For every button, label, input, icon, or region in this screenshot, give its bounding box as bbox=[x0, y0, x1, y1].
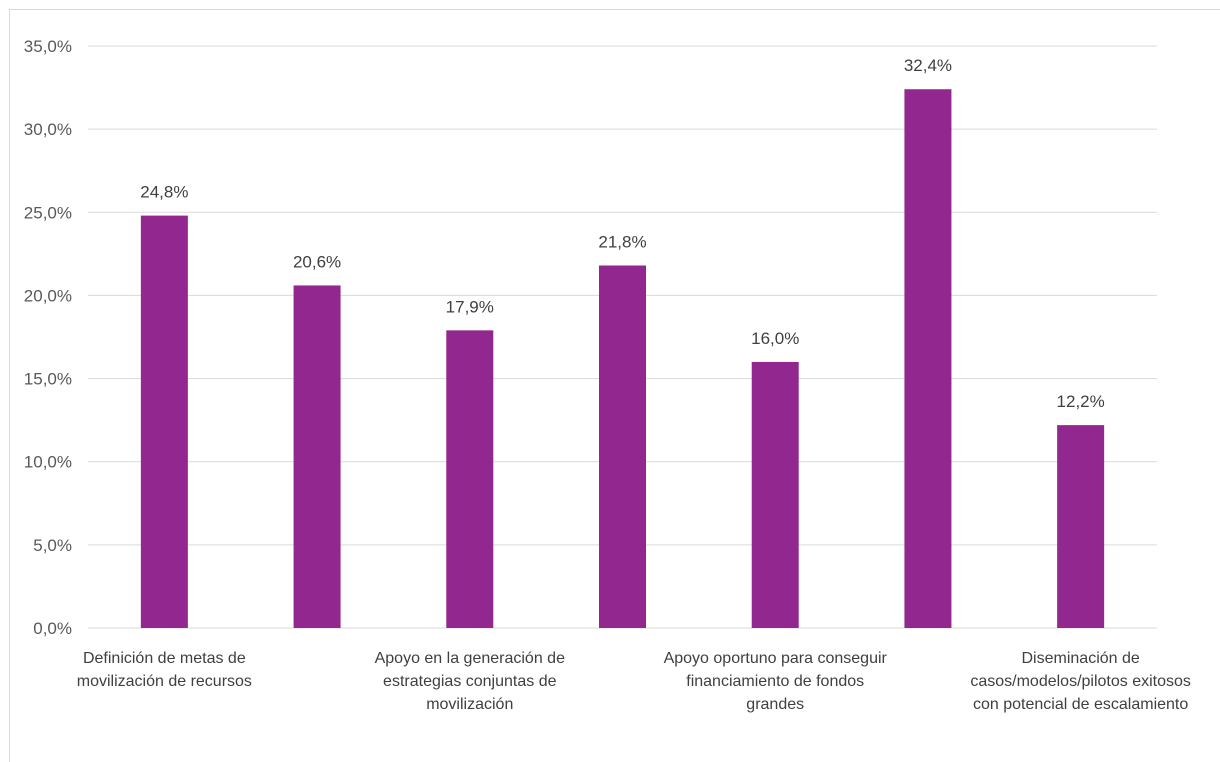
category-label: movilización de recursos bbox=[77, 673, 252, 690]
category-label: movilización bbox=[426, 696, 513, 713]
category-label: Diseminación de bbox=[1022, 650, 1140, 667]
y-tick-label: 5,0% bbox=[33, 536, 72, 555]
data-label: 17,9% bbox=[446, 297, 494, 316]
data-label: 21,8% bbox=[598, 232, 646, 251]
y-tick-label: 35,0% bbox=[24, 37, 72, 56]
bar bbox=[1057, 425, 1105, 628]
bar bbox=[293, 285, 341, 628]
data-label: 32,4% bbox=[904, 56, 952, 75]
y-tick-label: 25,0% bbox=[24, 203, 72, 222]
bar bbox=[751, 361, 799, 628]
category-label: casos/modelos/pilotos exitosos bbox=[970, 673, 1191, 690]
y-axis-tick-labels: 0,0% 5,0% 10,0% 15,0% 20,0% 25,0% 30,0% 35,0% bbox=[24, 37, 72, 638]
category-label: financiamiento de fondos bbox=[686, 673, 864, 690]
y-tick-label: 30,0% bbox=[24, 120, 72, 139]
y-tick-label: 10,0% bbox=[24, 453, 72, 472]
category-label: con potencial de escalamiento bbox=[973, 696, 1188, 713]
data-labels: 24,8% 20,6% 17,9% 21,8% 16,0% 32,4% 12,2% bbox=[140, 56, 1104, 411]
bar bbox=[599, 265, 646, 628]
data-label: 12,2% bbox=[1057, 392, 1105, 411]
data-label: 24,8% bbox=[140, 183, 188, 202]
category-label: Apoyo en la generación de bbox=[375, 650, 565, 667]
y-tick-label: 20,0% bbox=[24, 286, 72, 305]
bar bbox=[446, 330, 494, 628]
bars bbox=[140, 89, 1105, 629]
category-label: Apoyo oportuno para conseguir bbox=[664, 650, 888, 667]
category-label: estrategias conjuntas de bbox=[383, 673, 557, 690]
bar bbox=[140, 215, 188, 628]
chart-frame bbox=[9, 9, 1220, 762]
bar bbox=[904, 89, 952, 629]
data-label: 20,6% bbox=[293, 252, 341, 271]
category-labels: Definición de metas de movilización de re… bbox=[77, 650, 1191, 713]
category-label: Definición de metas de bbox=[83, 650, 246, 667]
y-tick-label: 0,0% bbox=[33, 619, 72, 638]
category-label: grandes bbox=[746, 696, 804, 713]
y-tick-label: 15,0% bbox=[24, 370, 72, 389]
data-label: 16,0% bbox=[751, 329, 799, 348]
